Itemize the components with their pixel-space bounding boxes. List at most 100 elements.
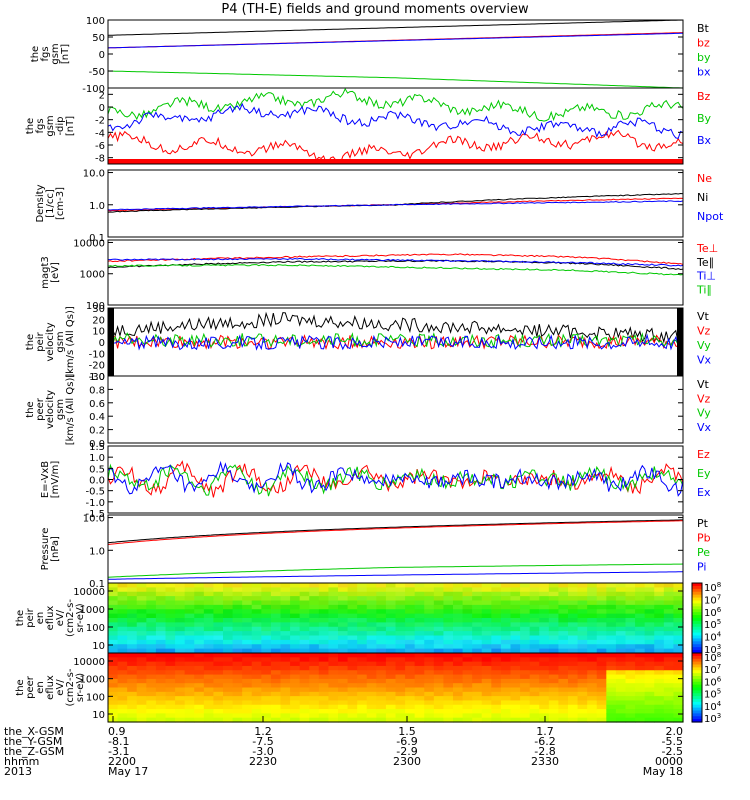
spectrogram-cell	[587, 704, 598, 710]
spectrogram-cell	[357, 622, 368, 628]
spectrogram-cell	[270, 635, 282, 641]
spectrogram-cell	[529, 670, 540, 676]
spectrogram-cell	[385, 631, 397, 637]
spectrogram-cell	[606, 631, 617, 637]
spectrogram-cell	[539, 639, 550, 645]
spectrogram-cell	[433, 670, 445, 676]
y-tick-label: 1.5	[89, 442, 105, 453]
spectrogram-cell	[491, 600, 502, 606]
spectrogram-cell	[577, 691, 588, 697]
spectrogram-cell	[175, 653, 186, 658]
spectrogram-cell	[500, 609, 512, 615]
spectrogram-cell	[385, 644, 397, 650]
y-tick-label: 0.0	[89, 439, 105, 450]
spectrogram-cell	[539, 653, 550, 658]
spectrogram-cell	[136, 687, 147, 693]
spectrogram-cell	[472, 609, 483, 615]
trace-Pi	[107, 571, 683, 580]
spectrogram-cell	[309, 691, 320, 697]
spectrogram-cell	[472, 670, 483, 676]
spectrogram-cell	[280, 661, 291, 667]
spectrogram-cell	[424, 648, 435, 654]
spectrogram-cell	[673, 648, 684, 654]
spectrogram-cell	[175, 713, 186, 719]
spectrogram-cell	[175, 648, 186, 654]
spectrogram-cell	[251, 717, 262, 723]
y-tick-label: 0.4	[89, 412, 105, 423]
quality-flag-bar	[108, 159, 683, 164]
spectrogram-cell	[338, 609, 349, 615]
spectrogram-cell	[424, 687, 435, 693]
spectrogram-cell	[539, 700, 550, 706]
colorbar-step	[692, 719, 702, 723]
spectrogram-cell	[433, 626, 445, 632]
spectrogram-cell	[414, 696, 425, 702]
spectrogram-cell	[223, 665, 234, 671]
colorbar-step	[692, 615, 702, 619]
y-tick-label: 100	[86, 301, 105, 312]
spectrogram-cell	[577, 626, 588, 632]
spectrogram-cell	[366, 622, 377, 628]
spectrogram-cell	[251, 631, 262, 637]
spectrogram-cell	[520, 683, 531, 689]
spectrogram-cell	[270, 648, 282, 654]
spectrogram-cell	[261, 644, 272, 650]
spectrogram-cell	[654, 631, 665, 637]
spectrogram-cell	[290, 639, 301, 645]
spectrogram-cell	[424, 639, 435, 645]
spectrogram-cell	[568, 657, 579, 663]
spectrogram-cell	[366, 591, 377, 597]
spectrogram-cell	[491, 604, 502, 610]
spectrogram-cell	[539, 713, 550, 719]
spectrogram-cell	[558, 713, 569, 719]
spectrogram-cell	[117, 626, 128, 632]
spectrogram-cell	[500, 674, 512, 680]
spectrogram-cell	[472, 665, 483, 671]
spectrogram-cell	[405, 700, 416, 706]
spectrogram-cell	[357, 648, 368, 654]
y-label-line: the	[25, 334, 36, 350]
spectrogram-cell	[338, 618, 349, 623]
y-label-line: [nT]	[65, 116, 76, 136]
spectrogram-cell	[424, 717, 435, 723]
spectrogram-cell	[146, 657, 157, 663]
spectrogram-cell	[261, 587, 272, 593]
spectrogram-cell	[242, 700, 253, 706]
spectrogram-cell	[223, 717, 234, 723]
y-label-line: the	[15, 610, 26, 626]
spectrogram-cell	[223, 596, 234, 602]
spectrogram-cell	[395, 622, 406, 628]
spectrogram-cell	[251, 583, 262, 588]
spectrogram-cell	[347, 583, 358, 588]
spectrogram-cell	[587, 687, 598, 693]
spectrogram-cell	[606, 604, 617, 610]
spectrogram-cell	[318, 613, 330, 619]
spectrogram-cell	[510, 661, 521, 667]
spectrogram-cell	[395, 713, 406, 719]
spectrogram-cell	[251, 648, 262, 654]
spectrogram-cell	[347, 635, 358, 641]
spectrogram-cell	[654, 700, 665, 706]
spectrogram-cell	[203, 670, 215, 676]
spectrogram-cell	[491, 696, 502, 702]
spectrogram-cell	[366, 604, 377, 610]
colorbar-tick-exponent: 7	[717, 593, 721, 601]
spectrogram-cell	[491, 631, 502, 637]
spectrogram-cell	[529, 644, 540, 650]
spectrogram-cell	[500, 678, 512, 684]
spectrogram-cell	[366, 704, 377, 710]
spectrogram-cell	[673, 687, 684, 693]
footer-value: 1.2	[254, 725, 272, 738]
y-label-line: [nPa]	[50, 536, 61, 562]
spectrogram-cell	[366, 670, 377, 676]
spectrogram-cell	[155, 683, 167, 689]
footer-value: -2.8	[534, 745, 555, 758]
spectrogram-cell	[318, 713, 330, 719]
spectrogram-cell	[328, 587, 339, 593]
spectrogram-cell	[529, 700, 540, 706]
spectrogram-cell	[625, 604, 636, 610]
spectrogram-cell	[548, 587, 560, 593]
spectrogram-cell	[635, 596, 646, 602]
spectrogram-cell	[376, 691, 387, 697]
trace-Ti⊥	[108, 257, 684, 267]
